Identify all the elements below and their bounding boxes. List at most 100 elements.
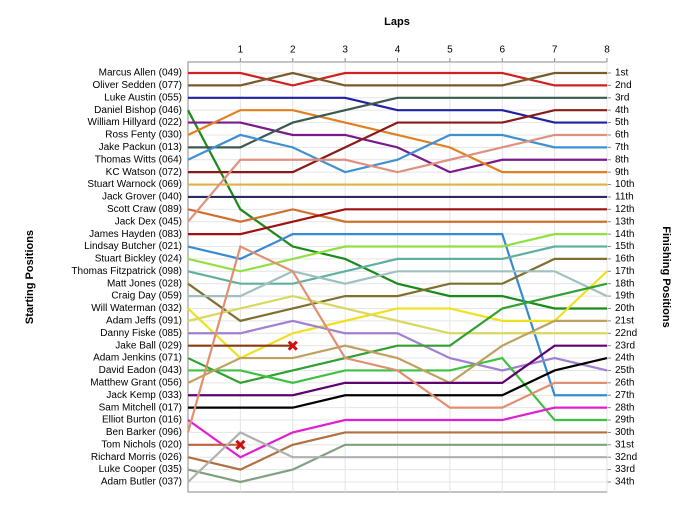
y-tick-label: 4th — [615, 105, 629, 116]
legend-label: Elliot Burton (016) — [102, 415, 182, 426]
legend-label: Richard Morris (026) — [91, 452, 182, 463]
lap-line — [187, 245, 607, 285]
lap-line — [188, 344, 607, 397]
y-tick-label: 12th — [615, 204, 634, 215]
x-tick-label: 1 — [238, 45, 244, 56]
y-tick-label: 15th — [615, 241, 634, 252]
x-tick-label: 4 — [395, 45, 401, 56]
legend-label: Craig Day (059) — [111, 291, 182, 302]
y-tick-label: 10th — [615, 179, 634, 190]
y-tick-label: 9th — [615, 167, 629, 178]
lap-line — [188, 270, 608, 298]
lap-line — [187, 431, 607, 483]
x-tick-label: 3 — [342, 45, 348, 56]
legend-label: Marcus Allen (049) — [99, 68, 182, 79]
legend-label: Luke Cooper (035) — [99, 464, 182, 475]
lap-line — [188, 356, 608, 409]
lap-line — [188, 71, 607, 87]
y-tick-label: 29th — [615, 415, 634, 426]
lap-line — [188, 71, 607, 87]
y-tick-label: 19th — [615, 291, 634, 302]
y-tick-label: 1st — [615, 68, 629, 79]
y-tick-label: 8th — [615, 154, 629, 165]
legend-label: Scott Craw (089) — [107, 204, 182, 215]
y2-axis-title: Finishing Positions — [660, 226, 672, 327]
legend-label: Jack Kemp (033) — [106, 390, 182, 401]
y-tick-label: 21st — [615, 316, 634, 327]
y-tick-label: 23rd — [615, 340, 635, 351]
legend-label: Lindsay Butcher (021) — [84, 241, 182, 252]
y-tick-label: 7th — [615, 142, 629, 153]
legend-label: Ross Fenty (030) — [105, 130, 182, 141]
lap-line — [188, 109, 607, 174]
lap-line — [187, 431, 607, 471]
y-tick-label: 2nd — [615, 80, 632, 91]
legend-label: Sam Mitchell (017) — [99, 402, 182, 413]
y-tick-label: 17th — [615, 266, 634, 277]
legend-label: James Hayden (083) — [89, 229, 182, 240]
legend-label: Danny Fiske (085) — [100, 328, 182, 339]
lap-line — [187, 208, 607, 223]
legend-label: Ben Barker (096) — [106, 427, 182, 438]
legend-label: Matt Jones (028) — [107, 278, 182, 289]
lap-line — [187, 133, 607, 174]
legend-label: Adam Jenkins (071) — [93, 353, 182, 364]
y-tick-label: 33rd — [615, 464, 635, 475]
y-tick-label: 30th — [615, 427, 634, 438]
legend-label: Tom Nichols (020) — [101, 439, 182, 450]
retired-marker — [235, 439, 246, 450]
lap-line — [187, 282, 608, 385]
legend-label: Matthew Grant (056) — [90, 377, 182, 388]
legend-label: William Hillyard (022) — [88, 117, 182, 128]
lap-line — [188, 208, 607, 236]
legend-label: David Eadon (043) — [99, 365, 182, 376]
y-tick-label: 11th — [615, 192, 634, 203]
lap-line — [187, 233, 607, 397]
lap-line — [188, 121, 607, 174]
lap-line — [187, 443, 607, 484]
y-tick-label: 32nd — [615, 452, 637, 463]
x-tick-label: 6 — [499, 45, 505, 56]
y-tick-label: 13th — [615, 216, 634, 227]
y-axis-title: Starting Positions — [24, 230, 36, 324]
lap-line — [186, 244, 607, 433]
legend-label: Will Waterman (032) — [91, 303, 182, 314]
y-tick-label: 28th — [615, 402, 634, 413]
legend-label: Thomas Fitzpatrick (098) — [71, 266, 182, 277]
lap-line — [188, 96, 607, 124]
legend-label: Jake Ball (029) — [115, 340, 182, 351]
legend-label: Thomas Witts (064) — [95, 154, 182, 165]
legend-label: Stuart Bickley (024) — [95, 254, 182, 265]
retired-marker — [287, 340, 298, 351]
lap-line — [187, 406, 607, 459]
lap-line — [187, 233, 607, 273]
legend-label: Adam Jeffs (091) — [106, 316, 182, 327]
legend-label: Luke Austin (055) — [104, 92, 182, 103]
y-tick-label: 20th — [615, 303, 634, 314]
y-tick-label: 24th — [615, 353, 634, 364]
lap-line — [187, 257, 607, 323]
x-tick-label: 7 — [552, 45, 558, 56]
y-tick-label: 25th — [615, 365, 634, 376]
y-tick-label: 14th — [615, 229, 634, 240]
y-tick-label: 31st — [615, 439, 634, 450]
lap-line — [188, 319, 608, 372]
y-tick-label: 3rd — [615, 92, 629, 103]
y-tick-label: 27th — [615, 390, 634, 401]
legend-label: Stuart Warnock (069) — [87, 179, 182, 190]
legend-label: KC Watson (072) — [106, 167, 182, 178]
y-tick-label: 5th — [615, 117, 629, 128]
legend-label: Jack Grover (040) — [102, 192, 182, 203]
lap-line — [187, 109, 607, 174]
lap-line — [187, 133, 607, 223]
legend-label: Daniel Bishop (046) — [94, 105, 182, 116]
y-tick-label: 6th — [615, 130, 629, 141]
x-tick-label: 5 — [447, 45, 453, 56]
y-tick-label: 18th — [615, 278, 634, 289]
legend-label: Oliver Sedden (077) — [93, 80, 183, 91]
y-tick-label: 16th — [615, 254, 634, 265]
y-tick-label: 22nd — [615, 328, 637, 339]
x-tick-label: 8 — [604, 45, 610, 56]
chart-title: Laps — [384, 16, 410, 28]
